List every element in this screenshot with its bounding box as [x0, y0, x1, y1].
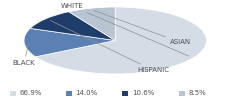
Text: 66.9%: 66.9%: [19, 90, 42, 96]
Bar: [66, 90, 72, 96]
Wedge shape: [30, 12, 115, 41]
Text: HISPANIC: HISPANIC: [50, 20, 170, 73]
Text: BLACK: BLACK: [13, 44, 35, 66]
Text: 8.5%: 8.5%: [188, 90, 206, 96]
Wedge shape: [36, 7, 206, 74]
Wedge shape: [24, 28, 115, 57]
Text: 14.0%: 14.0%: [76, 90, 98, 96]
Bar: [122, 90, 128, 96]
Text: WHITE: WHITE: [61, 3, 189, 56]
Bar: [10, 90, 16, 96]
Bar: [179, 90, 185, 96]
Text: ASIAN: ASIAN: [94, 10, 191, 45]
Wedge shape: [69, 7, 115, 40]
Text: 10.6%: 10.6%: [132, 90, 154, 96]
